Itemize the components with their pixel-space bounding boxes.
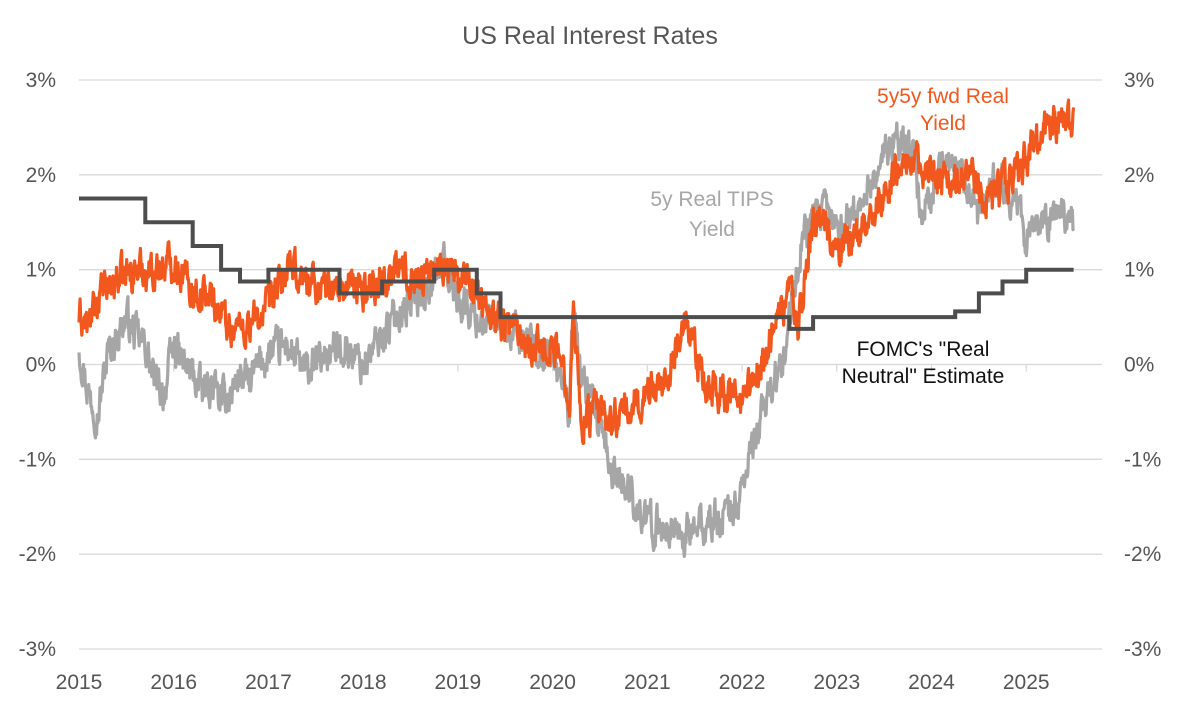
annotation-line: Neutral" Estimate [842,365,1005,388]
y-tick-label-right: 1% [1124,259,1154,282]
y-tick-label-right: 0% [1124,354,1154,377]
series-line-tips [77,121,1076,558]
annotation-tips: 5y Real TIPS Yield [650,188,773,241]
annotation-fwd: 5y5y fwd Real Yield [877,85,1009,135]
annotation-fomc: FOMC's "Real Neutral" Estimate [842,338,1005,388]
x-tick-label: 2023 [813,671,860,694]
y-tick-label-right: 2% [1124,164,1154,187]
x-tick-label: 2019 [435,671,482,694]
x-tick-label: 2018 [340,671,387,694]
x-tick-label: 2025 [1003,671,1050,694]
series-line-fomc [79,196,1074,331]
y-tick-label-left: -2% [19,543,56,566]
annotation-line: 5y5y fwd Real [877,85,1009,108]
y-tick-label-left: 0% [26,354,56,377]
x-tick-label: 2016 [150,671,197,694]
x-tick-label: 2024 [908,671,955,694]
x-axis: 2015 2016 2017 2018 2019 2020 2021 2022 2023 2024… [56,671,1050,694]
annotation-line: Yield [920,112,966,135]
annotations: 5y5y fwd Real Yield 5y Real TIPS Yield FOMC'… [650,85,1009,388]
y-tick-label-right: -3% [1124,638,1161,661]
gridlines [78,79,1102,650]
y-tick-label-right: -1% [1124,448,1161,471]
series-line-fwd [77,98,1076,445]
annotation-line: FOMC's "Real [857,338,990,361]
x-tick-label: 2017 [245,671,292,694]
y-tick-label-left: 1% [26,259,56,282]
y-tick-label-left: 3% [26,69,56,92]
y-axis-left: 3% 2% 1% 0% -1% -2% -3% [19,69,56,661]
x-tick-label: 2022 [719,671,766,694]
y-tick-label-left: -1% [19,448,56,471]
x-tick-label: 2020 [529,671,576,694]
x-tick-label: 2015 [56,671,103,694]
y-tick-label-left: 2% [26,164,56,187]
series-lines [77,98,1076,558]
y-axis-right: 3% 2% 1% 0% -1% -2% -3% [1124,69,1161,661]
y-tick-label-right: -2% [1124,543,1161,566]
y-tick-label-left: -3% [19,638,56,661]
annotation-line: Yield [689,218,735,241]
y-tick-label-right: 3% [1124,69,1154,92]
chart-title: US Real Interest Rates [462,22,718,50]
annotation-line: 5y Real TIPS [650,188,773,211]
x-tick-label: 2021 [624,671,671,694]
